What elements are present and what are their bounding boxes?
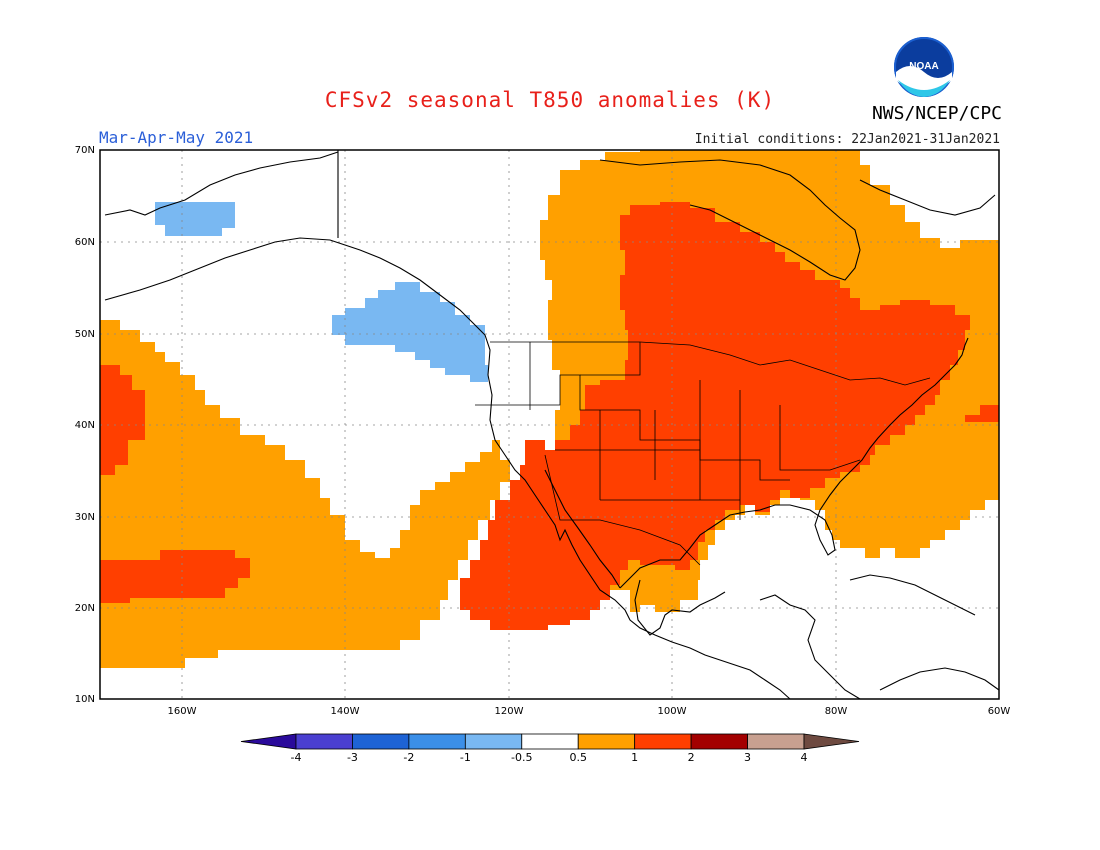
colorbar-segment	[634, 733, 692, 750]
lat-label: 30N	[75, 512, 95, 523]
colorbar-label: 0.5	[569, 751, 587, 764]
lon-label: 120W	[495, 706, 524, 717]
map-border	[99, 149, 1000, 700]
lat-lon-grid	[100, 150, 999, 699]
colorbar-segment	[747, 733, 805, 750]
colorbar-label: 2	[688, 751, 695, 764]
lat-axis: 70N 60N 50N 40N 30N 20N 10N	[75, 145, 95, 705]
colorbar-segment	[521, 733, 579, 750]
lon-label: 100W	[658, 706, 687, 717]
noaa-logo: NOAA	[894, 37, 954, 97]
colorbar-label: -4	[291, 751, 302, 764]
lat-label: 50N	[75, 329, 95, 340]
lon-axis: 160W 140W 120W 100W 80W 60W	[168, 706, 1011, 717]
colorbar-segment	[690, 733, 748, 750]
lon-label: 60W	[988, 706, 1011, 717]
colorbar: -4 -3 -2 -1 -0.5 0.5 1 2 3 4	[240, 733, 860, 764]
colorbar-segment	[295, 733, 353, 750]
anomaly-region-blue	[155, 202, 488, 382]
colorbar-label: 1	[631, 751, 638, 764]
colorbar-segment	[408, 733, 466, 750]
political-borders	[475, 341, 931, 566]
lat-label: 40N	[75, 420, 95, 431]
lat-label: 60N	[75, 237, 95, 248]
season-label: Mar-Apr-May 2021	[99, 128, 254, 147]
colorbar-label: -2	[403, 751, 414, 764]
colorbar-label: -1	[460, 751, 471, 764]
logo-text: NOAA	[909, 61, 938, 72]
colorbar-segment	[577, 733, 636, 750]
colorbar-label: -0.5	[511, 751, 532, 764]
lat-label: 20N	[75, 603, 95, 614]
colorbar-segment	[803, 733, 860, 750]
coastlines	[104, 150, 1000, 700]
lon-label: 140W	[331, 706, 360, 717]
lat-label: 70N	[75, 145, 95, 156]
map-frame	[99, 149, 1000, 700]
colorbar-label: -3	[347, 751, 358, 764]
colorbar-label: 4	[801, 751, 808, 764]
lon-label: 160W	[168, 706, 197, 717]
colorbar-segment	[464, 733, 523, 750]
map-title: CFSv2 seasonal T850 anomalies (K)	[324, 88, 776, 112]
colorbar-segment	[352, 733, 410, 750]
agency-label: NWS/NCEP/CPC	[871, 103, 1002, 124]
anomaly-region-red	[100, 202, 999, 630]
colorbar-label: 3	[744, 751, 751, 764]
lon-label: 80W	[825, 706, 848, 717]
lat-label: 10N	[75, 694, 95, 705]
colorbar-segment	[240, 733, 297, 750]
initial-conditions-label: Initial conditions: 22Jan2021-31Jan2021	[694, 132, 1000, 147]
